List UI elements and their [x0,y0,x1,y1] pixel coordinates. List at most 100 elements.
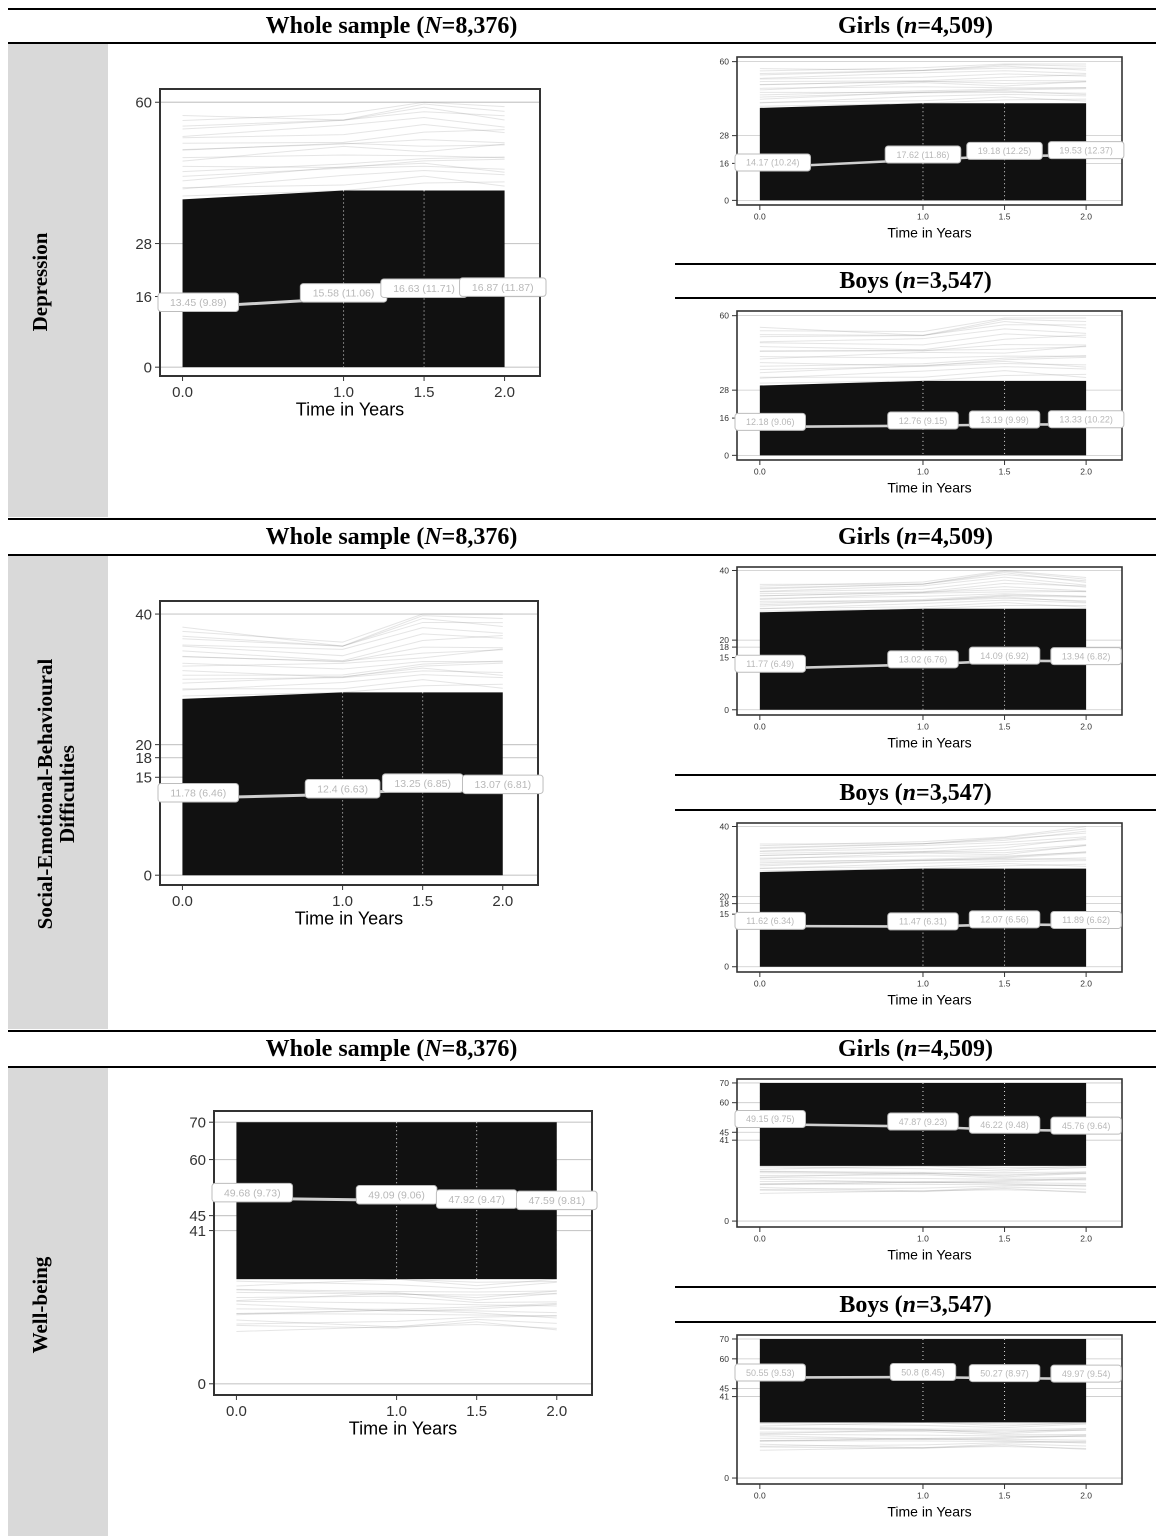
x-axis-title: Time in Years [296,400,404,420]
trajectory-low-17 [236,1278,557,1283]
y-tick-label-3: 60 [720,1098,730,1108]
rule-section-2 [8,518,1156,520]
y-tick-label-1: 16 [720,413,730,423]
mean-label-box-2 [968,646,1041,665]
header-whole-3: Whole sample (N=8,376) [265,1036,518,1062]
trajectory-0 [759,98,1087,107]
y-tick-label-4: 70 [189,1114,206,1131]
trajectory-7 [759,355,1087,359]
trajectory-17 [759,63,1087,72]
header-whole-1: Whole sample (N=8,376) [265,13,518,39]
mean-line [759,1375,1087,1381]
trajectory-2 [759,366,1087,379]
trajectory-15 [759,321,1087,338]
y-tick-label-0: 0 [198,1376,206,1393]
trajectory-low-14 [759,1427,1087,1430]
trajectory-0 [759,373,1087,384]
trajectory-2 [182,170,505,190]
x-tick-label-3: 2.0 [494,384,515,401]
trajectory-low-5 [759,1438,1087,1444]
x-tick-label-1: 1.0 [917,1491,929,1501]
trajectory-7 [759,86,1087,89]
y-tick-label-1: 16 [135,289,152,306]
plot-frame [736,822,1123,973]
trajectory-2 [759,860,1087,870]
y-tick-label-0: 0 [724,1216,729,1226]
x-tick-label-2: 1.5 [999,722,1011,732]
trajectory-7 [182,661,503,670]
y-tick-label-3: 60 [720,57,730,67]
y-tick-label-1: 41 [720,1392,730,1402]
rule-header-2 [8,554,1156,556]
mean-label-box-3 [1047,410,1125,429]
trajectory-10 [182,646,503,663]
trajectory-low-2 [759,1186,1087,1192]
trajectory-low-0 [236,1323,557,1332]
x-tick-label-2: 1.5 [414,384,435,401]
trajectory-15 [759,832,1087,850]
mean-label-2: 16.63 (11.71) [393,283,455,295]
trajectory-1 [759,96,1087,103]
trajectory-6 [182,660,503,676]
mean-label-1: 12.4 (6.63) [317,783,368,795]
trajectory-low-7 [759,1178,1087,1184]
header-girls-3: Girls (n=4,509) [837,1036,994,1062]
y-tick-label-2: 45 [189,1208,206,1225]
x-tick-label-0: 0.0 [754,467,766,477]
trajectory-6 [759,355,1087,367]
mean-label-3: 49.97 (9.54) [1062,1369,1111,1379]
trajectory-16 [759,570,1087,585]
mean-label-box-1 [884,145,962,164]
trajectory-5 [759,88,1087,94]
trajectory-12 [182,633,503,657]
x-tick-label-0: 0.0 [754,722,766,732]
mean-label-3: 45.76 (9.64) [1062,1121,1111,1131]
y-tick-label-3: 20 [720,635,730,645]
trajectory-3 [182,670,503,680]
trajectory-13 [759,328,1087,343]
trajectory-10 [182,139,505,151]
mean-label-box-1 [304,778,381,799]
trajectory-14 [182,621,503,647]
trajectory-9 [182,142,505,151]
mean-label-box-1 [889,1363,957,1382]
trajectory-low-7 [236,1303,557,1312]
trajectory-15 [759,572,1087,590]
trajectory-low-16 [759,1165,1087,1170]
y-tick-label-3: 20 [720,892,730,902]
trajectory-15 [759,65,1087,76]
x-tick-label-3: 2.0 [546,1403,567,1420]
trajectory-0 [182,683,503,697]
mean-label-0: 11.62 (6.34) [746,916,794,926]
mean-label-2: 46.22 (9.48) [980,1120,1029,1130]
row-band-sdq [8,556,108,1029]
trajectory-7 [759,593,1087,599]
trajectory-11 [759,334,1087,351]
trajectory-8 [759,345,1087,360]
y-tick-label-2: 28 [720,131,730,141]
x-tick-label-1: 1.0 [917,722,929,732]
mean-label-box-3 [1050,647,1122,666]
mean-line [759,923,1087,928]
y-tick-label-2: 18 [720,642,730,652]
trajectory-1 [759,602,1087,609]
y-tick-label-3: 60 [720,311,730,321]
trajectory-0 [759,863,1087,872]
trajectory-14 [759,324,1087,336]
trajectory-4 [759,90,1087,100]
mean-label-box-0 [734,654,806,673]
trajectory-low-4 [759,1183,1087,1186]
trajectory-8 [182,648,503,667]
y-tick-label-1: 16 [720,158,730,168]
mean-label-0: 13.45 (9.89) [170,297,227,309]
trajectory-1 [759,862,1087,869]
trajectory-10 [759,586,1087,597]
mean-label-box-1 [887,411,959,430]
trajectory-6 [182,156,505,173]
trajectory-7 [182,154,505,159]
trajectory-17 [759,826,1087,847]
y-tick-label-0: 0 [724,1473,729,1483]
